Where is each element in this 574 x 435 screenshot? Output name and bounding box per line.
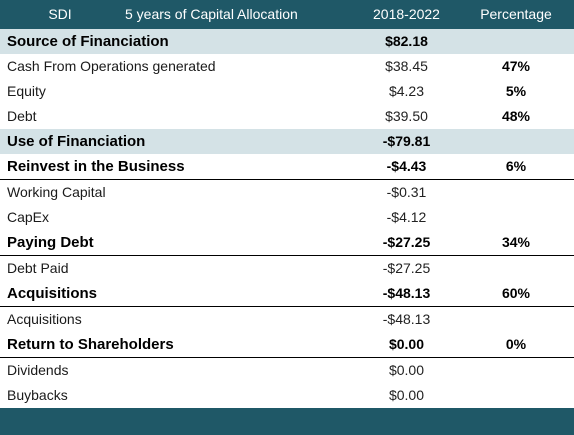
header-row: SDI 5 years of Capital Allocation 2018-2… (0, 0, 574, 29)
use-of-financiation-row: Use of Financiation -$79.81 (0, 129, 574, 154)
row-value[interactable]: $39.50 (385, 108, 428, 124)
row-label[interactable]: Debt (7, 108, 37, 124)
row-value[interactable]: $38.45 (385, 58, 428, 74)
row-value[interactable]: $0.00 (388, 387, 425, 403)
source-of-financiation-row: Source of Financiation $82.18 (0, 29, 574, 54)
table-row: Equity $4.23 5% (0, 79, 574, 104)
row-percentage[interactable] (458, 205, 574, 230)
row-value[interactable]: -$48.13 (355, 306, 458, 332)
ticker-cell[interactable]: SDI (0, 0, 120, 29)
row-label[interactable]: CapEx (7, 209, 50, 225)
row-value[interactable]: -$79.81 (355, 129, 458, 154)
table-row: Acquisitions -$48.13 (0, 306, 574, 332)
row-label[interactable]: Reinvest in the Business (7, 158, 185, 175)
title-cell[interactable]: 5 years of Capital Allocation (120, 0, 355, 29)
row-value[interactable]: -$0.31 (355, 179, 458, 205)
footer-band (0, 408, 574, 435)
row-percentage[interactable] (458, 306, 574, 332)
row-percentage[interactable]: 5% (505, 83, 527, 99)
table-row: Cash From Operations generated $38.45 47… (0, 54, 574, 79)
row-percentage[interactable] (458, 129, 574, 154)
return-to-shareholders-row: Return to Shareholders $0.00 0% (0, 332, 574, 358)
row-value[interactable]: $0.00 (388, 336, 425, 352)
table-row: Buybacks $0.00 (0, 383, 574, 408)
row-value[interactable]: -$27.25 (355, 255, 458, 281)
row-label[interactable]: Buybacks (7, 387, 68, 403)
row-percentage[interactable] (458, 179, 574, 205)
row-label[interactable]: Return to Shareholders (7, 336, 174, 353)
percentage-header-cell[interactable]: Percentage (458, 0, 574, 29)
row-label[interactable]: Cash From Operations generated (7, 58, 216, 74)
row-label[interactable]: Source of Financiation (0, 29, 355, 54)
table-row: Debt Paid -$27.25 (0, 255, 574, 281)
row-value[interactable]: -$4.12 (386, 209, 427, 225)
row-value[interactable]: -$48.13 (382, 285, 431, 301)
table-row: CapEx -$4.12 (0, 205, 574, 230)
row-value[interactable]: $82.18 (355, 29, 458, 54)
row-label[interactable]: Debt Paid (0, 255, 355, 281)
row-percentage[interactable]: 60% (501, 285, 531, 301)
row-percentage[interactable]: 6% (505, 158, 527, 174)
period-header-cell[interactable]: 2018-2022 (355, 0, 458, 29)
row-label[interactable]: Use of Financiation (0, 129, 355, 154)
acquisitions-row: Acquisitions -$48.13 60% (0, 281, 574, 307)
row-value[interactable]: $4.23 (388, 83, 425, 99)
row-label[interactable]: Dividends (0, 357, 355, 383)
row-label[interactable]: Acquisitions (7, 285, 98, 302)
row-percentage[interactable] (458, 255, 574, 281)
row-percentage[interactable] (458, 383, 574, 408)
table-row: Dividends $0.00 (0, 357, 574, 383)
row-label[interactable]: Working Capital (0, 179, 355, 205)
row-percentage[interactable]: 48% (501, 108, 531, 124)
row-percentage[interactable]: 47% (501, 58, 531, 74)
row-label[interactable]: Acquisitions (0, 306, 355, 332)
table-row: Working Capital -$0.31 (0, 179, 574, 205)
footer-cell (0, 408, 574, 435)
row-value[interactable]: -$4.43 (386, 158, 427, 174)
row-percentage[interactable]: 34% (501, 234, 531, 250)
row-percentage[interactable] (458, 29, 574, 54)
paying-debt-row: Paying Debt -$27.25 34% (0, 230, 574, 256)
row-value[interactable]: -$27.25 (382, 234, 431, 250)
table-row: Debt $39.50 48% (0, 104, 574, 129)
reinvest-row: Reinvest in the Business -$4.43 6% (0, 154, 574, 180)
row-label[interactable]: Paying Debt (7, 234, 94, 251)
row-value[interactable]: $0.00 (355, 357, 458, 383)
row-percentage[interactable]: 0% (505, 336, 527, 352)
row-label[interactable]: Equity (7, 83, 46, 99)
row-percentage[interactable] (458, 357, 574, 383)
